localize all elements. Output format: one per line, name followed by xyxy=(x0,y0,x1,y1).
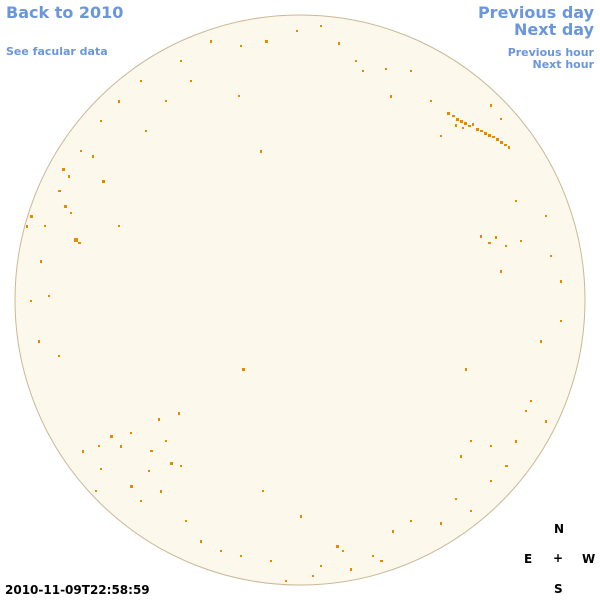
facular-link[interactable]: See facular data xyxy=(6,45,108,58)
compass-north: N xyxy=(554,522,565,536)
compass-center: + xyxy=(553,551,564,565)
previous-day-link[interactable]: Previous day xyxy=(477,3,594,22)
previous-hour-link[interactable]: Previous hour xyxy=(507,46,594,59)
solar-disk xyxy=(14,14,586,586)
timestamp: 2010-11-09T22:58:59 xyxy=(5,583,150,597)
compass-east: E xyxy=(524,552,533,566)
next-day-link[interactable]: Next day xyxy=(514,20,594,39)
compass-south: S xyxy=(554,582,563,596)
compass-west: W xyxy=(582,552,596,566)
next-hour-link[interactable]: Next hour xyxy=(532,58,595,71)
back-link[interactable]: Back to 2010 xyxy=(6,3,124,22)
